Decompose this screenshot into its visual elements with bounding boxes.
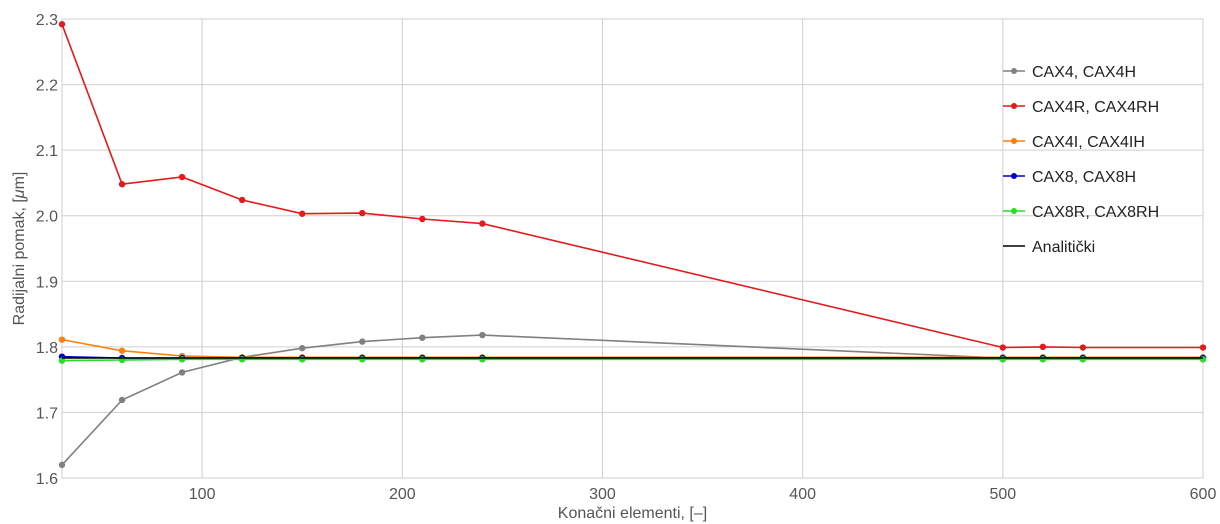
data-point (178, 369, 186, 376)
data-point (238, 356, 246, 363)
data-point (1199, 344, 1207, 351)
data-point (299, 356, 306, 363)
legend-swatch-marker (1011, 208, 1017, 214)
series (58, 336, 1207, 361)
data-point (999, 356, 1007, 363)
data-point (1079, 344, 1087, 351)
legend-label: CAX8R, CAX8RH (1032, 204, 1159, 221)
x-tick-label: 600 (1190, 486, 1217, 503)
legend-swatch-marker (1011, 173, 1017, 179)
data-point (1079, 356, 1087, 363)
data-point (178, 356, 186, 363)
legend-swatch-marker (1011, 103, 1017, 109)
legend-item: Analitički (1003, 239, 1095, 256)
legend-item: CAX8, CAX8H (1003, 169, 1136, 186)
legend-label: CAX4R, CAX4RH (1032, 99, 1159, 116)
y-axis-label-suffix: m] (11, 172, 28, 190)
data-point (1199, 356, 1207, 363)
x-axis-label: Konačni elementi, [–] (558, 505, 707, 522)
y-tick-label: 1.6 (36, 471, 58, 488)
series (58, 21, 1207, 351)
data-point (999, 344, 1007, 351)
data-point (58, 336, 66, 343)
legend-label: CAX4, CAX4H (1032, 64, 1136, 81)
legend-item: CAX4, CAX4H (1003, 64, 1136, 81)
series (58, 331, 1207, 469)
data-point (1039, 343, 1047, 351)
data-point (58, 357, 66, 364)
x-tick-label: 300 (589, 486, 616, 503)
y-tick-label: 2.0 (36, 209, 58, 226)
legend-swatch-marker (1011, 68, 1017, 74)
legend: CAX4, CAX4H CAX4R, CAX4RH CAX4I, CAX4IH CAX… (1003, 64, 1159, 256)
legend-label: CAX4I, CAX4IH (1032, 134, 1145, 151)
y-axis-label: Radijalni pomak, [μm] (11, 172, 28, 326)
data-point (58, 461, 66, 469)
y-tick-label: 1.7 (36, 405, 58, 422)
y-tick-label: 2.2 (36, 78, 58, 95)
y-tick-label: 1.8 (36, 340, 58, 357)
data-point (299, 344, 306, 352)
y-tick-label: 2.3 (36, 12, 58, 29)
data-point (58, 21, 66, 28)
legend-item: CAX4I, CAX4IH (1003, 134, 1145, 151)
data-point (479, 356, 486, 363)
data-point (419, 334, 426, 341)
data-point (299, 210, 306, 217)
data-point (118, 347, 126, 354)
legend-swatch-marker (1011, 138, 1017, 144)
x-tick-label: 400 (789, 486, 816, 503)
x-tick-label: 500 (989, 486, 1016, 503)
data-point (479, 331, 486, 339)
y-tick-label: 2.1 (36, 143, 58, 160)
data-point (178, 173, 186, 181)
series-layer (58, 21, 1207, 469)
y-tick-label: 1.9 (36, 274, 58, 291)
x-axis-ticks: 100 200 300 400 500 600 (189, 486, 1217, 503)
series-line (61, 334, 1203, 466)
data-point (118, 181, 126, 188)
data-point (359, 338, 366, 345)
data-point (1039, 356, 1047, 363)
data-point (419, 215, 426, 223)
y-axis-label-unit-mu: μ (11, 189, 28, 199)
legend-label: Analitički (1032, 239, 1095, 256)
series-line (61, 23, 1203, 349)
x-tick-label: 200 (389, 486, 416, 503)
data-point (359, 356, 366, 363)
legend-item: CAX8R, CAX8RH (1003, 204, 1159, 221)
data-point (419, 356, 426, 363)
data-point (238, 196, 246, 204)
data-point (479, 220, 486, 227)
y-axis-ticks: 1.6 1.7 1.8 1.9 2.0 2.1 2.2 2.3 (36, 12, 58, 488)
legend-item: CAX4R, CAX4RH (1003, 99, 1159, 116)
legend-label: CAX8, CAX8H (1032, 169, 1136, 186)
x-tick-label: 100 (189, 486, 216, 503)
series-line (61, 358, 1203, 362)
data-point (118, 396, 126, 404)
data-point (359, 209, 366, 217)
plot-area-frame (61, 18, 1204, 479)
y-axis-label-prefix: Radijalni pomak, [ (11, 198, 28, 326)
